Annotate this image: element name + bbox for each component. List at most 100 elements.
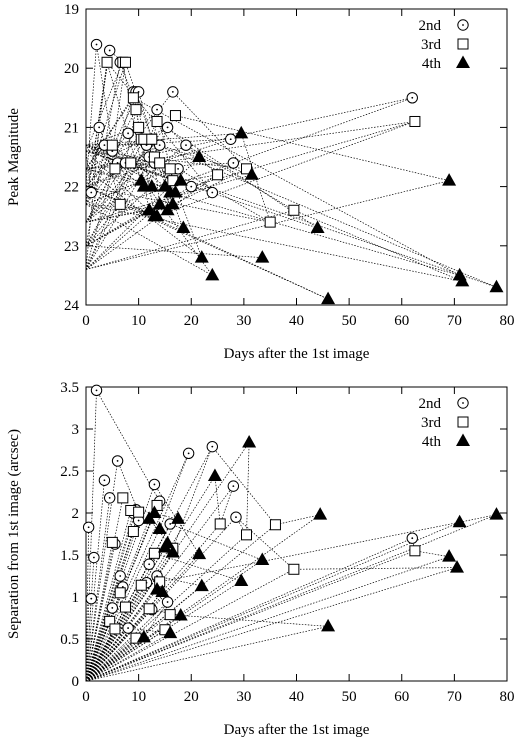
connecting-line bbox=[85, 632, 171, 682]
connecting-line bbox=[293, 209, 463, 282]
data-point-3rd bbox=[127, 525, 139, 537]
y-tick-label: 3.5 bbox=[60, 380, 79, 396]
connecting-line bbox=[85, 524, 276, 682]
data-point-2nd bbox=[85, 186, 97, 199]
legend-marker-4th bbox=[456, 55, 470, 68]
connecting-line bbox=[85, 497, 124, 682]
connecting-line bbox=[85, 174, 218, 247]
connecting-line bbox=[85, 209, 294, 270]
data-point-2nd bbox=[161, 121, 174, 134]
data-point-3rd bbox=[133, 121, 145, 133]
connecting-line bbox=[85, 521, 460, 682]
legend-marker-4th bbox=[456, 433, 470, 446]
connecting-line bbox=[85, 109, 158, 187]
data-point-2nd bbox=[122, 127, 134, 140]
data-point-2nd bbox=[167, 86, 179, 98]
connecting-line bbox=[119, 62, 134, 98]
data-point-2nd bbox=[148, 478, 161, 491]
connecting-line bbox=[85, 91, 134, 270]
magnitude-panel: 0 10 20 30 40 50 60 70 80 19 20 21 22 23 24 Days after … bbox=[6, 2, 515, 362]
connecting-line bbox=[85, 548, 174, 682]
legend-marker-3rd bbox=[457, 38, 469, 50]
data-point-4th bbox=[242, 434, 257, 448]
connecting-line bbox=[85, 121, 158, 270]
data-point-2nd bbox=[206, 440, 219, 453]
connecting-lines bbox=[85, 390, 497, 682]
connecting-line bbox=[85, 556, 450, 682]
data-point-4th bbox=[176, 220, 191, 234]
data-point-4th bbox=[310, 220, 325, 234]
connecting-line bbox=[235, 442, 250, 537]
connecting-line bbox=[85, 568, 295, 682]
data-point-2nd bbox=[103, 44, 116, 57]
connecting-line bbox=[172, 168, 247, 205]
connecting-line bbox=[85, 390, 97, 682]
connecting-line bbox=[85, 192, 176, 247]
ticks: 0 10 20 30 40 50 60 70 80 19 20 21 22 23 24 bbox=[64, 2, 515, 329]
data-point-2nd bbox=[206, 186, 219, 199]
data-point-2nd bbox=[85, 592, 97, 605]
data-point-4th bbox=[155, 584, 170, 597]
data-point-3rd bbox=[212, 169, 224, 181]
connecting-line bbox=[85, 601, 168, 682]
series-3rd bbox=[101, 56, 421, 228]
x-tick-label: 80 bbox=[500, 313, 515, 329]
data-point-4th bbox=[165, 544, 180, 558]
connecting-line bbox=[85, 144, 171, 193]
connecting-line bbox=[85, 580, 242, 682]
data-point-3rd bbox=[269, 519, 281, 531]
separation-panel: 0 10 20 30 40 50 60 70 80 0 0.5 1 1.5 2 2.5 3 3.5 Days af… bbox=[6, 380, 515, 738]
connecting-line bbox=[235, 516, 458, 570]
data-point-4th bbox=[442, 173, 457, 186]
data-point-4th bbox=[207, 468, 222, 482]
data-point-2nd bbox=[106, 602, 119, 614]
data-point-4th bbox=[152, 196, 167, 210]
legend-label-2nd: 2nd bbox=[419, 18, 442, 34]
connecting-line bbox=[133, 97, 460, 276]
connecting-line bbox=[85, 460, 118, 682]
data-point-3rd bbox=[241, 529, 253, 541]
data-point-2nd bbox=[122, 622, 134, 634]
connecting-line bbox=[85, 581, 160, 682]
x-tick-label: 20 bbox=[184, 689, 199, 705]
data-point-4th bbox=[152, 521, 167, 534]
y-tick-label: 21 bbox=[64, 120, 79, 136]
data-point-4th bbox=[234, 125, 249, 139]
data-point-2nd bbox=[93, 121, 105, 134]
connecting-line bbox=[156, 121, 318, 229]
data-point-4th bbox=[205, 267, 220, 281]
y-tick-label: 3 bbox=[72, 422, 80, 438]
connecting-lines bbox=[85, 44, 497, 300]
connecting-line bbox=[138, 91, 153, 140]
data-point-2nd bbox=[82, 521, 95, 533]
data-point-4th bbox=[160, 535, 175, 549]
data-point-3rd bbox=[154, 157, 166, 169]
data-point-3rd bbox=[143, 603, 155, 615]
connecting-line bbox=[125, 62, 171, 193]
connecting-line bbox=[85, 534, 247, 682]
x-tick-label: 80 bbox=[500, 689, 515, 705]
data-point-2nd bbox=[88, 551, 100, 564]
connecting-line bbox=[85, 180, 142, 205]
data-point-2nd bbox=[103, 492, 116, 504]
connecting-line bbox=[151, 609, 181, 616]
data-point-2nd bbox=[98, 474, 111, 486]
x-tick-label: 60 bbox=[394, 689, 409, 705]
connecting-line bbox=[170, 614, 329, 627]
connecting-line bbox=[85, 62, 126, 187]
series-4th bbox=[134, 125, 504, 305]
connecting-line bbox=[104, 145, 121, 205]
data-point-4th bbox=[255, 552, 270, 566]
connecting-line bbox=[85, 91, 139, 205]
data-point-2nd bbox=[227, 157, 240, 169]
data-point-3rd bbox=[119, 601, 131, 613]
connecting-line bbox=[170, 523, 263, 561]
x-tick-label: 40 bbox=[289, 313, 304, 329]
data-point-3rd bbox=[164, 609, 176, 621]
legend-marker-3rd bbox=[457, 416, 469, 428]
data-point-2nd bbox=[114, 570, 126, 582]
connecting-line bbox=[85, 514, 497, 682]
data-point-2nd bbox=[90, 384, 103, 397]
connecting-line bbox=[85, 453, 189, 682]
data-point-3rd bbox=[109, 163, 121, 175]
